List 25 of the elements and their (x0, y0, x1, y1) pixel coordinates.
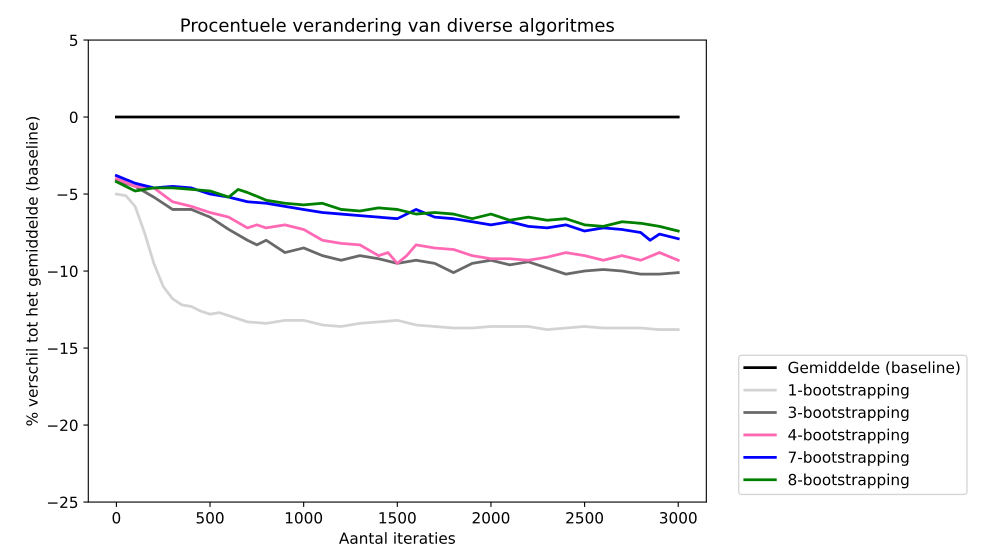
y-axis-title: % verschil tot het gemiddelde (baseline) (26, 117, 41, 426)
y-tick-label: −10 (48, 266, 78, 278)
y-tick-label: −20 (48, 420, 78, 432)
y-tick-label: −5 (58, 188, 78, 200)
y-tick-label: 0 (70, 112, 78, 124)
x-tick-label: 500 (196, 512, 224, 524)
x-tick-label: 0 (112, 512, 120, 524)
y-tick-label: 5 (70, 34, 78, 46)
line-series (114, 192, 680, 331)
legend-label: 4-bootstrapping (788, 428, 908, 444)
legend-label: 3-bootstrapping (788, 406, 908, 422)
x-tick-label: 2500 (566, 512, 604, 524)
y-tick-label: −15 (48, 342, 78, 354)
legend-label: 7-bootstrapping (788, 451, 908, 466)
x-tick-label: 2000 (472, 512, 510, 524)
legend-label: Gemiddelde (baseline) (788, 361, 960, 376)
x-tick-label: 1000 (286, 512, 322, 524)
chart-title: Procentuele verandering van diverse algoritmes (182, 18, 614, 36)
legend-label: 8-bootstrapping (788, 474, 908, 488)
line-series (114, 180, 680, 232)
legend-label: 1-bootstrapping (789, 384, 908, 399)
x-axis-title: Aantal iteraties (339, 532, 455, 544)
x-tick-label: 1500 (380, 512, 416, 524)
y-tick-label: −25 (48, 496, 78, 508)
x-tick-label: 3000 (660, 512, 697, 524)
